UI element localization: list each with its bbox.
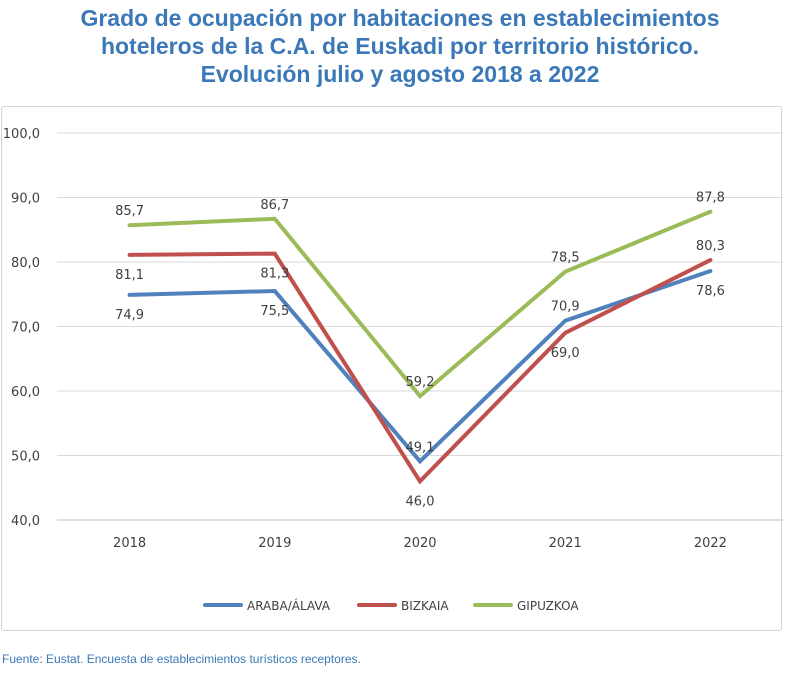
y-tick-label: 40,0: [11, 514, 40, 529]
source-note: Fuente: Eustat. Encuesta de establecimie…: [2, 652, 361, 666]
data-label: 85,7: [115, 204, 144, 219]
y-tick-label: 50,0: [11, 450, 40, 465]
data-label: 86,7: [260, 198, 289, 213]
data-label: 59,2: [406, 375, 435, 390]
legend-label: GIPUZKOA: [517, 599, 579, 613]
chart-title-line-2: hoteleros de la C.A. de Euskadi por terr…: [100, 33, 700, 59]
data-label: 74,9: [115, 308, 144, 323]
series-line-bizkaia: [127, 251, 713, 485]
x-axis-ticks: 2018 2019 2020 2021 2022: [113, 536, 727, 551]
y-axis-ticks: 40,0 50,0 60,0 70,0 80,0 90,0 100,0: [3, 127, 40, 529]
data-label: 78,6: [696, 284, 725, 299]
y-tick-label: 100,0: [3, 127, 40, 142]
data-label: 46,0: [406, 494, 435, 509]
gridlines: [57, 132, 783, 521]
data-label: 75,5: [260, 304, 289, 319]
data-label: 80,3: [696, 239, 725, 254]
chart-title: Grado de ocupación por habitaciones en e…: [0, 4, 800, 88]
chart-frame: [1, 106, 782, 631]
data-label: 78,5: [551, 251, 580, 266]
y-tick-label: 80,0: [11, 256, 40, 271]
series-lines: [127, 209, 713, 485]
legend: ARABA/ÁLAVA BIZKAIA GIPUZKOA: [203, 598, 579, 613]
y-tick-label: 70,0: [11, 321, 40, 336]
x-tick-label: 2019: [258, 536, 291, 551]
x-tick-label: 2020: [403, 536, 436, 551]
data-label: 81,3: [260, 267, 289, 282]
data-labels: 74,9 75,5 49,1 70,9 78,6 81,1 81,3 46,0 69,0 80,3…: [115, 191, 725, 510]
series-line-gipuzkoa: [127, 209, 713, 400]
data-label: 49,1: [406, 440, 435, 455]
chart-title-line-1: Grado de ocupación por habitaciones en e…: [80, 5, 720, 31]
data-label: 81,1: [115, 268, 144, 283]
data-label: 70,9: [551, 300, 580, 315]
data-label: 87,8: [696, 191, 725, 206]
x-tick-label: 2022: [694, 536, 727, 551]
series-line-araba-lava: [127, 269, 713, 465]
legend-label: ARABA/ÁLAVA: [247, 598, 331, 613]
chart-title-line-3: Evolución julio y agosto 2018 a 2022: [200, 61, 600, 87]
legend-label: BIZKAIA: [401, 599, 449, 613]
x-tick-label: 2018: [113, 536, 146, 551]
y-tick-label: 60,0: [11, 385, 40, 400]
y-tick-label: 90,0: [11, 192, 40, 207]
data-label: 69,0: [551, 346, 580, 361]
x-tick-label: 2021: [549, 536, 582, 551]
